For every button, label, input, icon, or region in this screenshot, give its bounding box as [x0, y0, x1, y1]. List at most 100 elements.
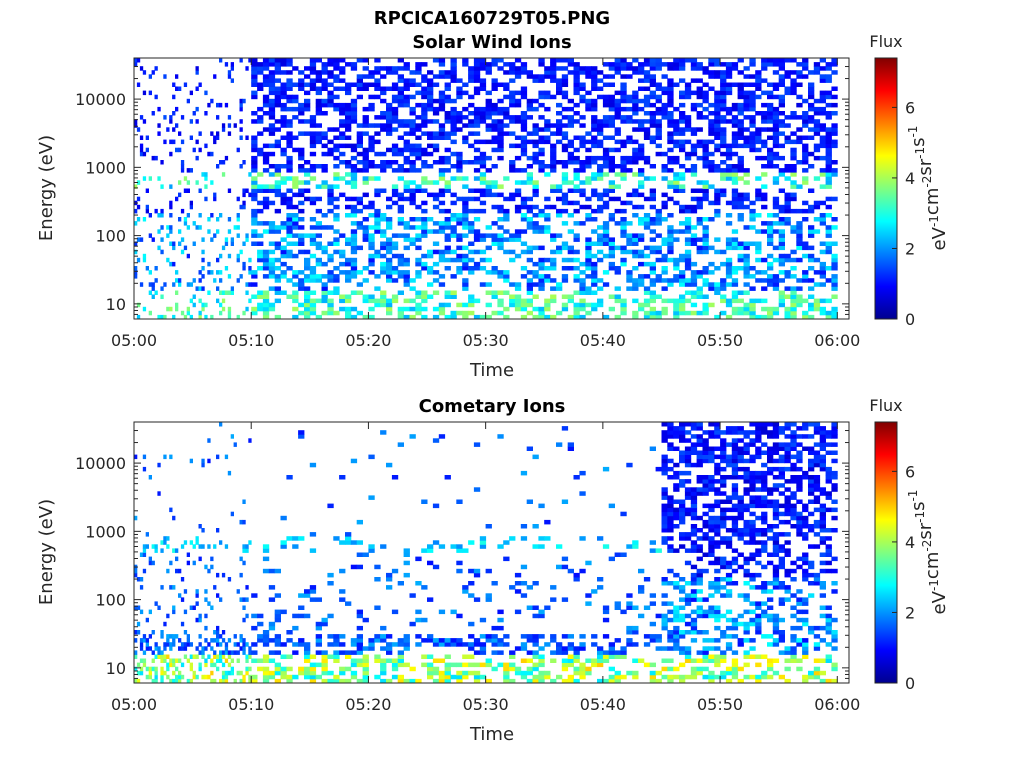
- heatmap-cell: [227, 229, 232, 234]
- heatmap-cell: [432, 111, 440, 116]
- heatmap-cell: [638, 98, 645, 104]
- heatmap-cell: [526, 302, 533, 308]
- heatmap-cell: [761, 115, 768, 120]
- heatmap-cell: [520, 62, 528, 67]
- heatmap-cell: [327, 310, 334, 316]
- heatmap-cell: [374, 274, 381, 279]
- heatmap-cell: [573, 670, 580, 676]
- heatmap-cell: [737, 127, 744, 132]
- heatmap-cell: [286, 536, 293, 541]
- heatmap-cell: [368, 164, 375, 169]
- heatmap-cell: [262, 94, 270, 100]
- heatmap-cell: [415, 233, 422, 238]
- heatmap-cell: [526, 257, 533, 263]
- heatmap-cell: [708, 483, 715, 488]
- heatmap-cell: [679, 515, 686, 521]
- heatmap-cell: [614, 115, 621, 120]
- heatmap-cell: [136, 302, 141, 308]
- heatmap-cell: [632, 204, 639, 210]
- heatmap-cell: [160, 237, 164, 242]
- heatmap-cell: [591, 302, 598, 308]
- heatmap-cell: [421, 131, 428, 136]
- heatmap-cell: [661, 164, 668, 169]
- heatmap-cell: [831, 294, 838, 299]
- heatmap-cell: [333, 143, 340, 149]
- heatmap-cell: [808, 106, 815, 112]
- heatmap-cell: [556, 310, 563, 316]
- heatmap-cell: [755, 111, 762, 116]
- heatmap-cell: [432, 678, 440, 683]
- heatmap-cell: [778, 82, 785, 87]
- heatmap-cell: [274, 66, 281, 71]
- heatmap-cell: [485, 662, 492, 668]
- heatmap-cell: [556, 213, 563, 218]
- heatmap-cell: [403, 237, 410, 242]
- heatmap-cell: [796, 229, 803, 234]
- heatmap-cell: [274, 229, 281, 234]
- heatmap-cell: [350, 82, 358, 87]
- heatmap-cell: [210, 237, 214, 242]
- heatmap-cell: [450, 217, 457, 222]
- heatmap-cell: [708, 200, 715, 206]
- heatmap-cell: [136, 577, 141, 582]
- heatmap-cell: [239, 556, 243, 562]
- heatmap-cell: [286, 94, 293, 100]
- heatmap-cell: [825, 66, 832, 71]
- heatmap-cell: [743, 282, 750, 287]
- heatmap-cell: [221, 160, 226, 165]
- heatmap-cell: [221, 306, 226, 312]
- heatmap-cell: [509, 168, 516, 173]
- heatmap-cell: [573, 290, 580, 295]
- heatmap-cell: [514, 581, 522, 586]
- heatmap-cell: [825, 62, 832, 67]
- heatmap-cell: [479, 160, 487, 165]
- heatmap-cell: [673, 257, 680, 263]
- heatmap-cell: [386, 270, 393, 275]
- heatmap-cell: [761, 184, 768, 189]
- heatmap-cell: [456, 568, 463, 574]
- heatmap-cell: [784, 274, 791, 279]
- heatmap-cell: [280, 261, 287, 267]
- heatmap-cell: [268, 151, 276, 157]
- heatmap-cell: [160, 678, 164, 683]
- heatmap-cell: [667, 466, 674, 472]
- heatmap-cell: [195, 139, 199, 145]
- heatmap-cell: [544, 642, 551, 647]
- heatmap-cell: [262, 257, 270, 263]
- heatmap-cell: [221, 127, 226, 132]
- heatmap-cell: [201, 306, 205, 312]
- heatmap-cell: [268, 78, 276, 83]
- heatmap-cell: [180, 249, 185, 255]
- heatmap-cell: [725, 82, 733, 87]
- heatmap-cell: [198, 314, 202, 319]
- heatmap-cell: [802, 123, 809, 128]
- heatmap-cell: [368, 94, 375, 100]
- heatmap-cell: [304, 168, 311, 173]
- heatmap-cell: [345, 666, 352, 672]
- heatmap-cell: [702, 446, 709, 451]
- heatmap-cell: [262, 568, 270, 574]
- heatmap-cell: [696, 422, 703, 427]
- heatmap-cell: [702, 524, 709, 529]
- heatmap-cell: [462, 160, 469, 165]
- heatmap-cell: [802, 176, 809, 181]
- heatmap-cell: [649, 249, 656, 255]
- heatmap-cell: [597, 78, 604, 83]
- heatmap-cell: [761, 270, 768, 275]
- heatmap-cell: [608, 135, 615, 140]
- heatmap-cell: [391, 270, 399, 275]
- heatmap-cell: [257, 634, 264, 639]
- heatmap-cell: [257, 82, 264, 87]
- heatmap-cell: [591, 106, 598, 112]
- heatmap-cell: [491, 147, 498, 153]
- heatmap-cell: [602, 172, 610, 177]
- heatmap-cell: [286, 119, 293, 124]
- heatmap-cell: [134, 666, 138, 672]
- heatmap-cell: [608, 217, 615, 222]
- heatmap-cell: [409, 160, 416, 165]
- heatmap-cell: [175, 634, 179, 639]
- heatmap-cell: [257, 253, 264, 259]
- heatmap-cell: [673, 625, 680, 631]
- heatmap-cell: [154, 548, 158, 553]
- heatmap-cell: [556, 646, 563, 651]
